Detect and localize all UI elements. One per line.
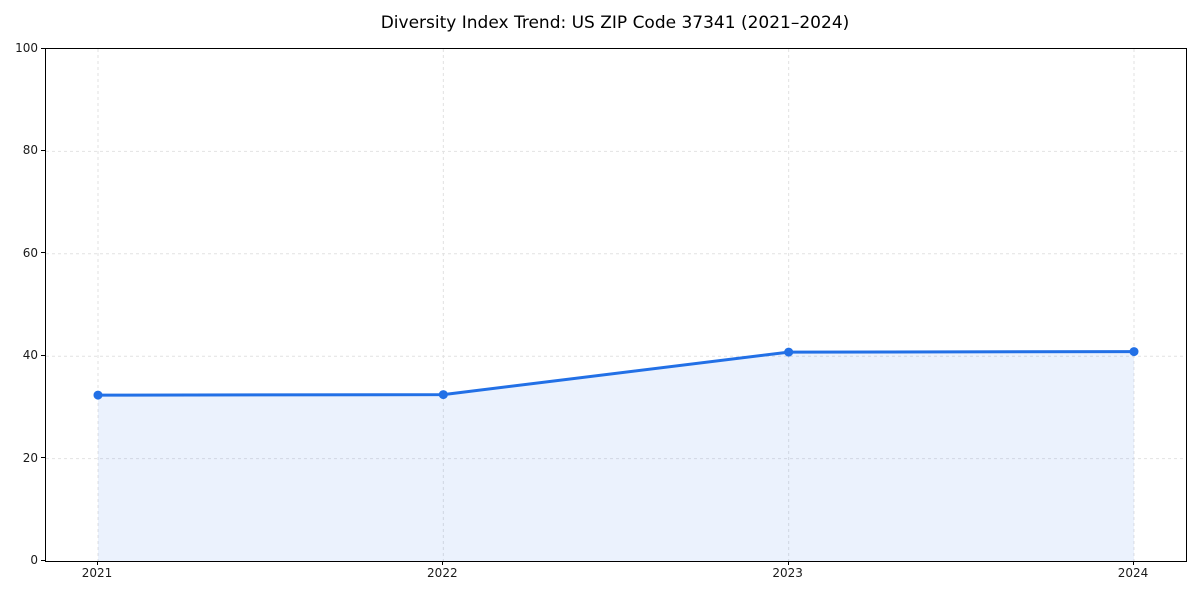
chart-title: Diversity Index Trend: US ZIP Code 37341… [380,13,850,33]
data-point-marker [1129,347,1139,357]
y-tick-label: 0 [30,553,38,567]
area-fill [98,351,1134,561]
data-point-marker [784,347,794,357]
y-tick-label: 60 [22,245,38,260]
x-tick-label: 2021 [81,566,113,580]
y-tick-label: 100 [15,41,38,55]
data-point-marker [438,390,448,400]
x-tick-label: 2024 [1117,566,1149,580]
trend-line [96,350,1136,397]
plot-area [45,48,1187,562]
y-tick-label: 80 [22,143,38,158]
y-tick-label: 40 [22,348,38,363]
x-tick-label: 2023 [772,566,803,580]
line-chart-svg [46,49,1186,561]
x-tick-label: 2022 [427,566,458,580]
y-tick-label: 20 [22,450,38,465]
data-point-marker [93,390,103,400]
